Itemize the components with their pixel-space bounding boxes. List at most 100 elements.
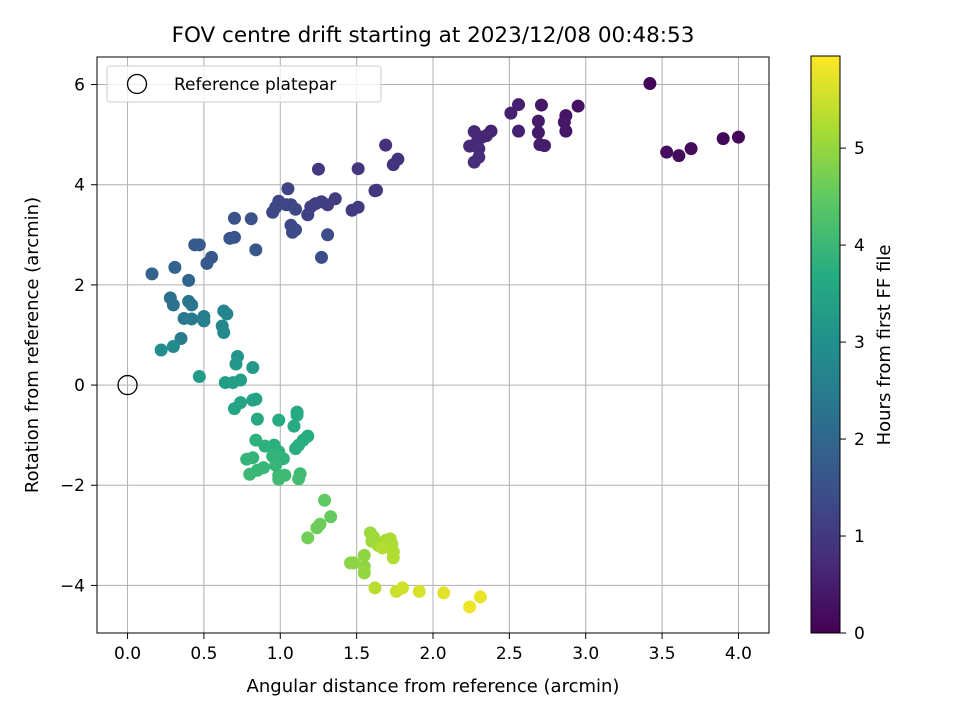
data-point xyxy=(250,412,264,426)
y-tick-label: −4 xyxy=(60,576,85,596)
data-point xyxy=(200,256,214,270)
x-tick-label: 4.0 xyxy=(725,644,752,664)
data-point xyxy=(272,472,286,486)
data-point xyxy=(672,149,686,163)
data-point xyxy=(559,124,573,138)
data-point xyxy=(192,238,206,252)
data-point xyxy=(395,581,409,595)
data-point xyxy=(168,260,182,274)
data-point xyxy=(571,99,585,113)
data-point xyxy=(223,231,237,245)
data-point xyxy=(289,202,303,216)
data-point xyxy=(227,211,241,225)
y-tick-label: 2 xyxy=(74,276,85,296)
data-point xyxy=(240,452,254,466)
colorbar-tick-label: 1 xyxy=(854,527,865,547)
data-point xyxy=(473,590,487,604)
data-point xyxy=(504,106,518,120)
colorbar-tick-label: 3 xyxy=(854,333,865,353)
data-point xyxy=(463,600,477,614)
data-point xyxy=(512,124,526,138)
y-tick-label: 6 xyxy=(74,76,85,96)
data-point xyxy=(185,298,199,312)
data-point xyxy=(145,267,159,281)
x-tick-label: 3.5 xyxy=(649,644,676,664)
data-point xyxy=(368,581,382,595)
data-point xyxy=(229,357,243,371)
reference-platepar-marker xyxy=(117,374,138,396)
data-point xyxy=(292,472,306,486)
data-point xyxy=(479,129,493,143)
data-point xyxy=(266,205,280,219)
data-point xyxy=(684,142,698,156)
data-point xyxy=(249,433,263,447)
data-points xyxy=(145,77,745,614)
data-point xyxy=(345,203,359,217)
data-point xyxy=(386,158,400,172)
data-point xyxy=(269,458,283,472)
data-point xyxy=(321,228,335,242)
colorbar-tick-label: 2 xyxy=(854,430,865,450)
x-tick-label: 1.0 xyxy=(267,644,294,664)
data-point xyxy=(246,361,260,375)
chart-title: FOV centre drift starting at 2023/12/08 … xyxy=(172,23,695,48)
data-point xyxy=(272,413,286,427)
x-axis-ticks: 0.0 0.5 1.0 1.5 2.0 2.5 3.0 3.5 4.0 xyxy=(114,633,752,664)
data-point xyxy=(290,408,304,422)
data-point xyxy=(234,373,248,387)
data-point xyxy=(217,325,231,339)
data-point xyxy=(531,126,545,140)
colorbar xyxy=(810,55,841,634)
data-point xyxy=(197,314,211,328)
data-point xyxy=(192,370,206,384)
data-point xyxy=(376,541,390,555)
data-point xyxy=(315,250,329,264)
data-point xyxy=(347,556,361,570)
data-point xyxy=(512,98,526,112)
data-point xyxy=(379,138,393,152)
y-tick-label: 4 xyxy=(74,176,85,196)
colorbar-tick-label: 0 xyxy=(854,624,865,644)
data-point xyxy=(310,521,324,535)
x-tick-label: 3.0 xyxy=(572,644,599,664)
data-point xyxy=(301,531,315,545)
data-point xyxy=(244,212,258,226)
x-tick-label: 1.5 xyxy=(343,644,370,664)
data-point xyxy=(643,77,657,91)
data-point xyxy=(249,243,263,257)
data-point xyxy=(289,223,303,237)
data-point xyxy=(281,182,295,196)
x-tick-label: 0.0 xyxy=(114,644,141,664)
data-point xyxy=(185,312,199,326)
x-tick-label: 2.5 xyxy=(496,644,523,664)
legend-label-reference: Reference platepar xyxy=(174,75,336,95)
legend-marker-reference xyxy=(126,73,148,95)
data-point xyxy=(437,586,451,600)
data-point xyxy=(287,419,301,433)
data-point xyxy=(534,98,548,112)
data-point xyxy=(467,125,481,139)
data-point xyxy=(166,298,180,312)
data-point xyxy=(467,155,481,169)
legend-box xyxy=(106,65,382,103)
data-point xyxy=(731,130,745,144)
x-tick-label: 0.5 xyxy=(190,644,217,664)
y-axis-label: Rotation from reference (arcmin) xyxy=(22,197,43,493)
data-point xyxy=(351,162,365,176)
data-point xyxy=(537,139,551,153)
data-point xyxy=(386,551,400,565)
colorbar-ticks: 0 1 2 3 4 5 xyxy=(840,139,865,644)
data-point xyxy=(660,145,674,159)
colorbar-tick-label: 4 xyxy=(854,236,865,256)
colorbar-tick-label: 5 xyxy=(854,139,865,159)
data-point xyxy=(220,307,234,321)
data-point xyxy=(318,493,332,507)
data-point xyxy=(289,442,303,456)
legend: Reference platepar xyxy=(106,65,382,103)
data-point xyxy=(258,439,272,453)
data-point xyxy=(154,343,168,357)
data-point xyxy=(368,184,382,198)
data-point xyxy=(182,273,196,287)
data-point xyxy=(716,132,730,146)
